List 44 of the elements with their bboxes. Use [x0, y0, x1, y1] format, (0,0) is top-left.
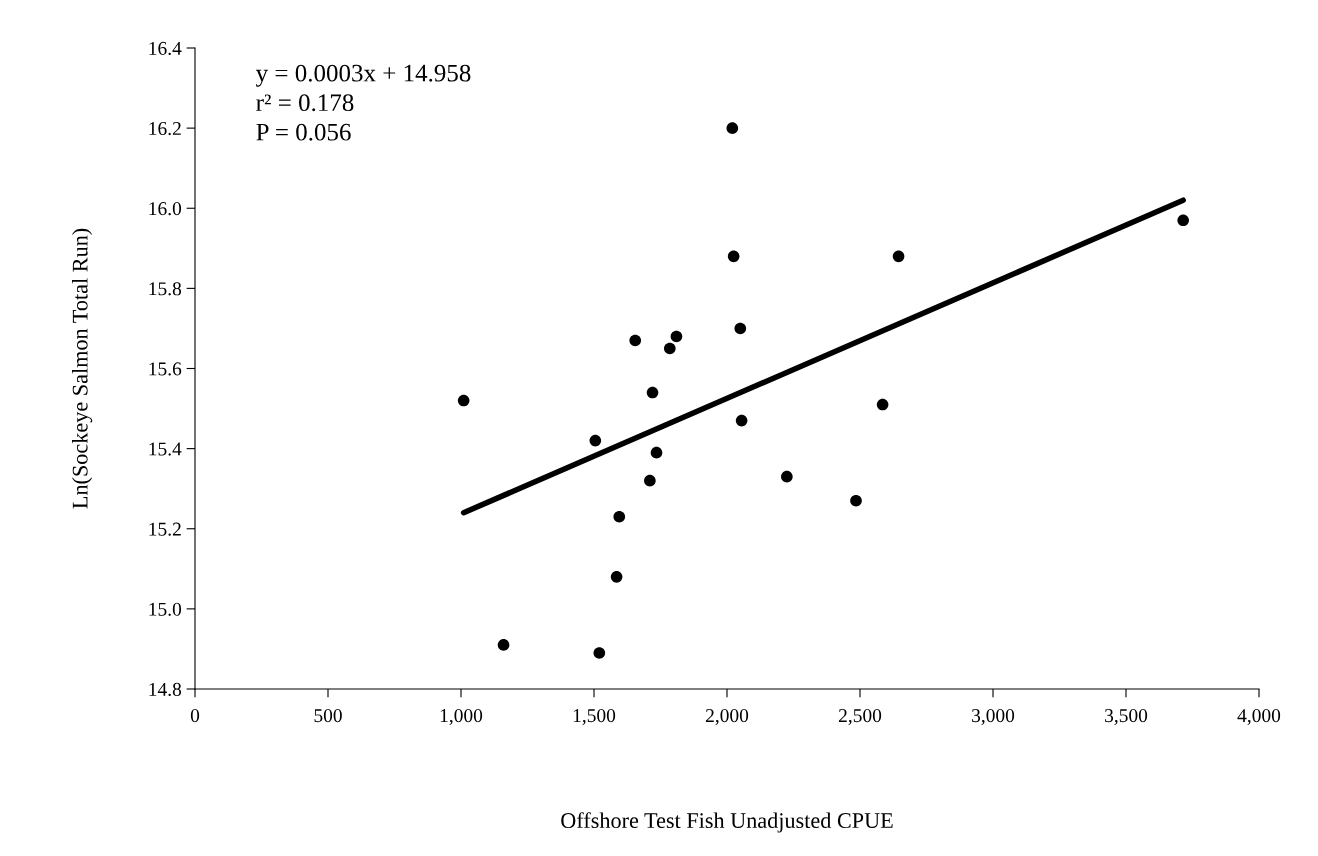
y-tick-label: 15.2 [149, 522, 181, 536]
x-tick-label: 1,500 [573, 709, 616, 725]
x-tick-label: 3,000 [972, 709, 1015, 725]
x-tick-label: 3,500 [1105, 709, 1148, 725]
x-axis-title: Offshore Test Fish Unadjusted CPUE [561, 812, 893, 833]
point [726, 122, 739, 134]
point [850, 494, 862, 507]
y-tick-label: 15.8 [149, 282, 182, 296]
point [892, 250, 905, 263]
y-tick-label: 16.0 [149, 202, 182, 216]
point [670, 330, 683, 343]
point [1177, 214, 1189, 227]
point [613, 510, 626, 523]
point [876, 398, 889, 411]
point [734, 322, 747, 335]
y-tick-label: 14.8 [149, 682, 182, 697]
y-axis-title: Ln(Sockeye Salmon Total Run) [72, 228, 93, 509]
y-tick-label: 15.4 [149, 442, 182, 456]
x-tick-label: 0 [190, 709, 200, 723]
point [781, 470, 793, 483]
y-tick-label: 15.6 [149, 362, 182, 376]
point [610, 571, 623, 583]
annotation: y = 0.0003x + 14.958 [255, 64, 471, 87]
annotation: P = 0.056 [256, 123, 351, 141]
x-tick-label: 2,500 [838, 709, 882, 725]
point [646, 386, 659, 399]
y-tick-label: 15.0 [149, 602, 182, 616]
x-tick-label: 2,000 [705, 709, 749, 725]
point [735, 414, 748, 427]
x-tick-label: 4,000 [1237, 709, 1281, 725]
annotation: r² = 0.178 [256, 94, 354, 112]
point [644, 474, 656, 487]
x-tick-label: 500 [314, 709, 342, 723]
point [650, 446, 663, 459]
point [457, 394, 470, 407]
point [664, 342, 676, 355]
point [629, 334, 642, 347]
x-tick-label: 1,000 [440, 709, 483, 725]
point [727, 250, 740, 263]
y-tick-label: 16.4 [149, 41, 182, 56]
y-tick-label: 16.2 [149, 122, 181, 136]
point [593, 647, 606, 659]
point [497, 639, 510, 651]
point [589, 434, 602, 447]
